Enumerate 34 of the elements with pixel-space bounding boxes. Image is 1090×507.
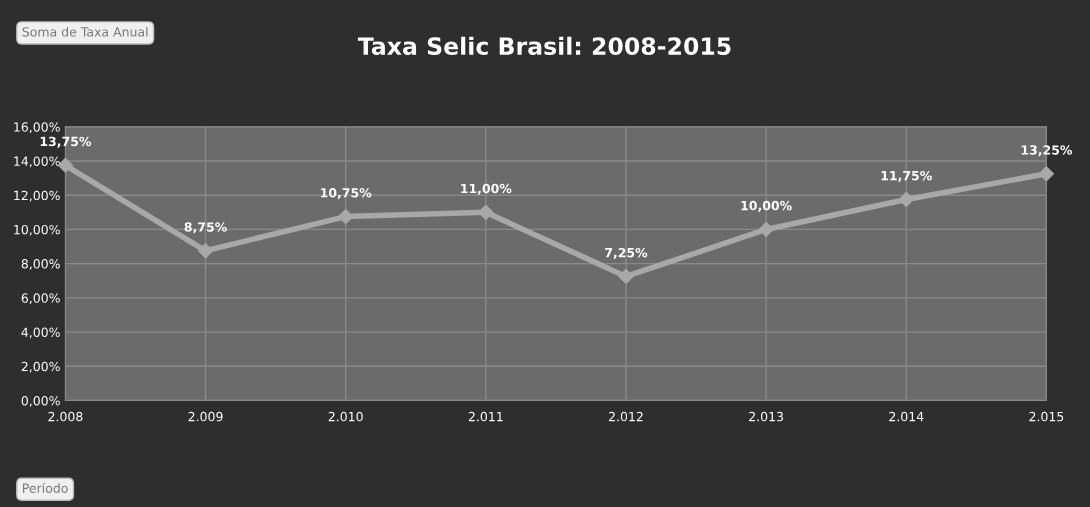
x-tick-label: 2.011 xyxy=(468,411,503,422)
text: Período xyxy=(23,482,68,493)
text: Soma de Taxa Anual xyxy=(22,26,148,37)
y-tick-label: 6,00% xyxy=(21,293,60,305)
y-tick-label: 14,00% xyxy=(14,156,60,168)
x-tick-label: 2.012 xyxy=(608,411,643,422)
data-label: 8,75% xyxy=(184,222,227,234)
data-label: 7,25% xyxy=(605,247,648,259)
x-tick-label: 2.009 xyxy=(188,411,223,422)
y-tick-label: 12,00% xyxy=(14,190,60,202)
y-tick-label: 0,00% xyxy=(21,396,60,407)
x-tick-label: 2.010 xyxy=(328,411,363,422)
data-label: 10,00% xyxy=(741,200,792,212)
y-tick-label: 10,00% xyxy=(14,224,60,236)
data-label: 13,25% xyxy=(1021,145,1073,157)
chart-title: Taxa Selic Brasil: 2008-2015 xyxy=(357,36,731,56)
x-tick-label: 2.013 xyxy=(749,411,783,422)
data-label: 11,00% xyxy=(461,183,512,195)
point xyxy=(618,268,634,285)
point xyxy=(898,191,914,208)
x-tick-label: 2.014 xyxy=(889,411,924,422)
point xyxy=(197,243,214,259)
data-label: 13,75% xyxy=(40,136,92,148)
x-tick-label: 2.008 xyxy=(48,411,83,422)
y-tick-label: 16,00% xyxy=(14,122,60,133)
point xyxy=(1038,166,1054,182)
y-tick-label: 2,00% xyxy=(21,361,60,373)
data-label: 10,75% xyxy=(321,188,372,200)
data-label: 11,75% xyxy=(881,170,932,182)
point xyxy=(758,221,774,237)
y-tick-label: 4,00% xyxy=(21,327,60,339)
point xyxy=(478,204,494,220)
x-tick-label: 2.015 xyxy=(1029,411,1064,422)
y-tick-label: 8,00% xyxy=(21,259,60,270)
